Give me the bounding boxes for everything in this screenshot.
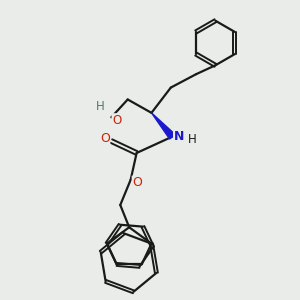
Text: H: H <box>96 100 104 113</box>
Text: O: O <box>112 114 121 127</box>
Text: O: O <box>100 132 110 145</box>
Text: O: O <box>132 176 142 189</box>
Polygon shape <box>152 113 175 139</box>
Text: N: N <box>174 130 184 143</box>
Text: H: H <box>188 133 197 146</box>
